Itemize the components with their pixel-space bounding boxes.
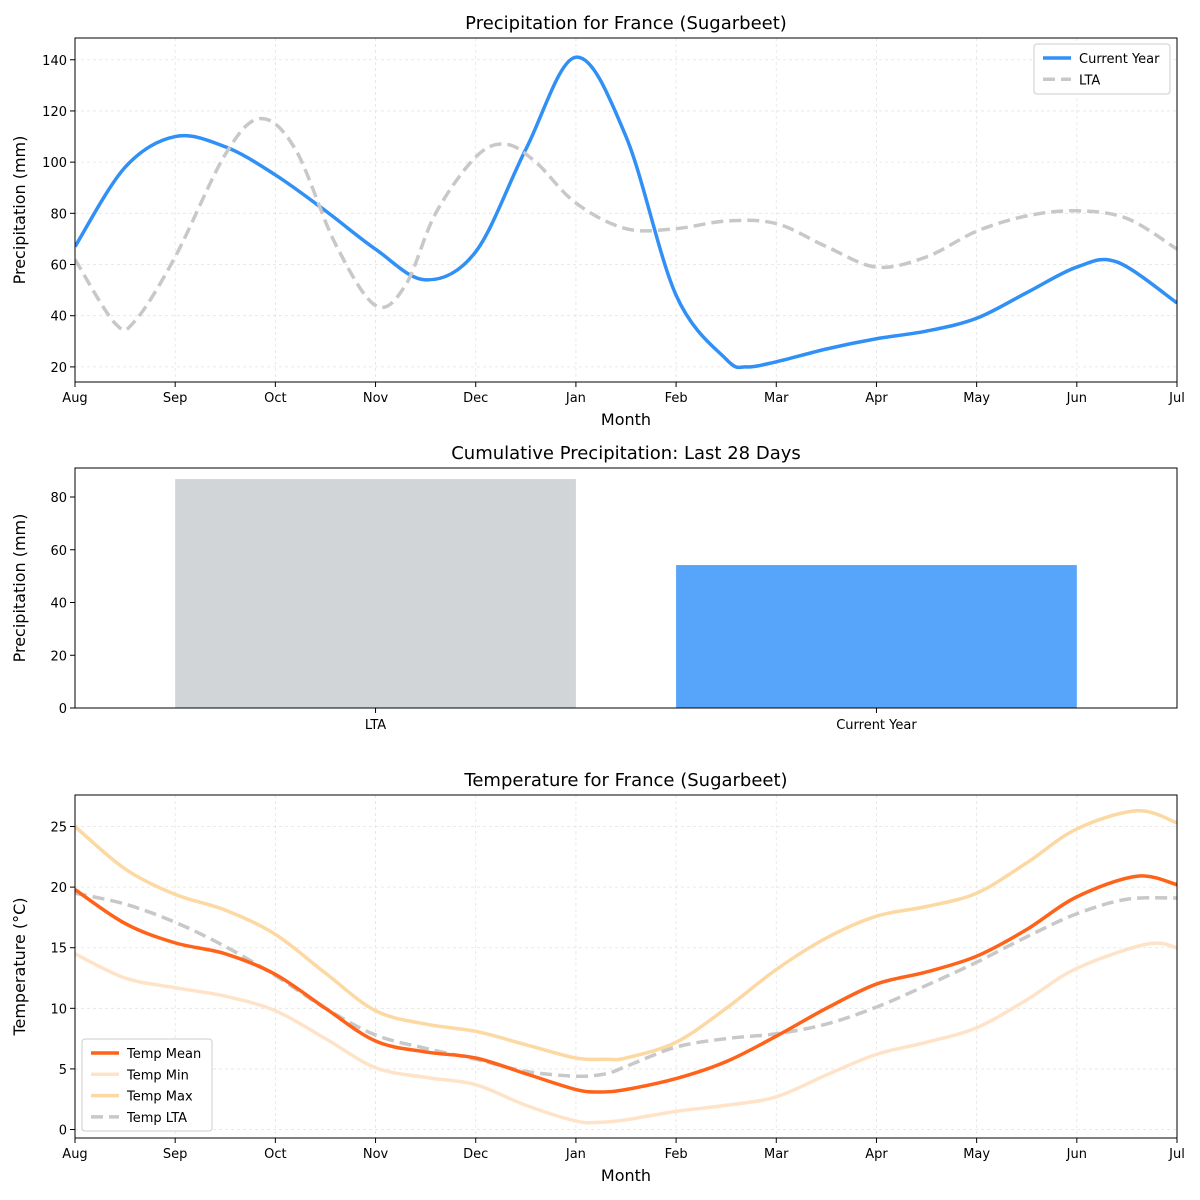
x-tick-label: Jan xyxy=(565,391,586,406)
legend-label: Temp Mean xyxy=(126,1047,201,1062)
x-tick-label: Sep xyxy=(163,1147,188,1162)
plot-frame xyxy=(74,794,1178,1139)
x-tick-label: Aug xyxy=(62,391,87,406)
x-tick-label: Mar xyxy=(764,391,789,406)
chart-title: Cumulative Precipitation: Last 28 Days xyxy=(451,443,801,464)
x-tick-label: Aug xyxy=(62,1147,87,1162)
y-tick-label: 80 xyxy=(50,491,67,506)
x-tick-label: Jan xyxy=(565,1147,586,1162)
bar-lta xyxy=(175,479,576,708)
x-tick-label: Apr xyxy=(865,1147,888,1162)
x-tick-label: Feb xyxy=(665,391,688,406)
y-tick-label: 20 xyxy=(50,649,67,664)
legend: Current Year LTA xyxy=(1033,43,1171,95)
y-axis-label: Precipitation (mm) xyxy=(10,136,29,285)
legend-label: Current Year xyxy=(1079,52,1160,67)
y-tick-label: 140 xyxy=(42,54,67,69)
chart-2: Cumulative Precipitation: Last 28 Days Pr… xyxy=(10,443,1178,733)
x-tick-label: Feb xyxy=(665,1147,688,1162)
y-tick-label: 0 xyxy=(59,1124,67,1139)
x-tick-label: Dec xyxy=(463,391,488,406)
x-tick-label: May xyxy=(963,391,990,406)
legend-label: Temp LTA xyxy=(126,1111,187,1126)
x-tick-label: Jun xyxy=(1066,1147,1087,1162)
series-line-temp-min xyxy=(75,941,1177,1125)
legend-box xyxy=(81,1038,213,1132)
x-tick-label: Mar xyxy=(764,1147,789,1162)
y-tick-label: 40 xyxy=(50,310,67,325)
x-axis-label: Month xyxy=(601,1166,651,1185)
series-line-temp-lta xyxy=(75,891,1177,1079)
y-tick-label: 120 xyxy=(42,105,67,120)
y-tick-label: 25 xyxy=(50,821,67,836)
chart-title: Temperature for France (Sugarbeet) xyxy=(463,770,787,791)
series-line-temp-mean xyxy=(75,874,1177,1094)
legend-label: Temp Max xyxy=(126,1090,193,1105)
plot-frame xyxy=(74,37,1178,383)
x-axis-label: Month xyxy=(601,410,651,429)
legend-label: LTA xyxy=(1079,73,1100,88)
y-tick-label: 10 xyxy=(50,1002,67,1017)
y-tick-label: 5 xyxy=(59,1063,67,1078)
chart-title: Precipitation for France (Sugarbeet) xyxy=(465,13,787,34)
legend: Temp Mean Temp Min Temp Max Temp LTA xyxy=(81,1038,213,1132)
chart-3: Temperature for France (Sugarbeet) Temper… xyxy=(10,770,1185,1185)
y-tick-label: 20 xyxy=(50,881,67,896)
series-line-temp-max xyxy=(75,809,1177,1062)
x-tick-label: Nov xyxy=(363,391,389,406)
x-tick-label: Current Year xyxy=(836,718,917,733)
x-tick-label: Nov xyxy=(363,1147,389,1162)
bar-current-year xyxy=(676,565,1077,708)
y-tick-label: 0 xyxy=(59,702,67,717)
chart-1: Precipitation for France (Sugarbeet) Prec… xyxy=(10,13,1185,429)
legend-label: Temp Min xyxy=(126,1068,189,1083)
plot-frame xyxy=(74,467,1178,709)
x-tick-label: LTA xyxy=(365,718,386,733)
x-tick-label: Jul xyxy=(1168,1147,1185,1162)
x-tick-label: Oct xyxy=(264,1147,286,1162)
x-tick-label: Jul xyxy=(1168,391,1185,406)
y-tick-label: 20 xyxy=(50,361,67,376)
x-tick-label: Jun xyxy=(1066,391,1087,406)
y-tick-label: 80 xyxy=(50,207,67,222)
x-tick-label: Dec xyxy=(463,1147,488,1162)
x-tick-label: Sep xyxy=(163,391,188,406)
x-tick-label: May xyxy=(963,1147,990,1162)
y-tick-label: 40 xyxy=(50,597,67,612)
y-tick-label: 60 xyxy=(50,259,67,274)
y-tick-label: 15 xyxy=(50,942,67,957)
y-axis-label: Precipitation (mm) xyxy=(10,514,29,663)
series-line-current-year xyxy=(75,55,1177,370)
x-tick-label: Apr xyxy=(865,391,888,406)
y-tick-label: 60 xyxy=(50,544,67,559)
x-tick-label: Oct xyxy=(264,391,286,406)
y-axis-label: Temperature (°C) xyxy=(10,897,29,1036)
y-tick-label: 100 xyxy=(42,156,67,171)
series-line-lta xyxy=(75,116,1177,332)
